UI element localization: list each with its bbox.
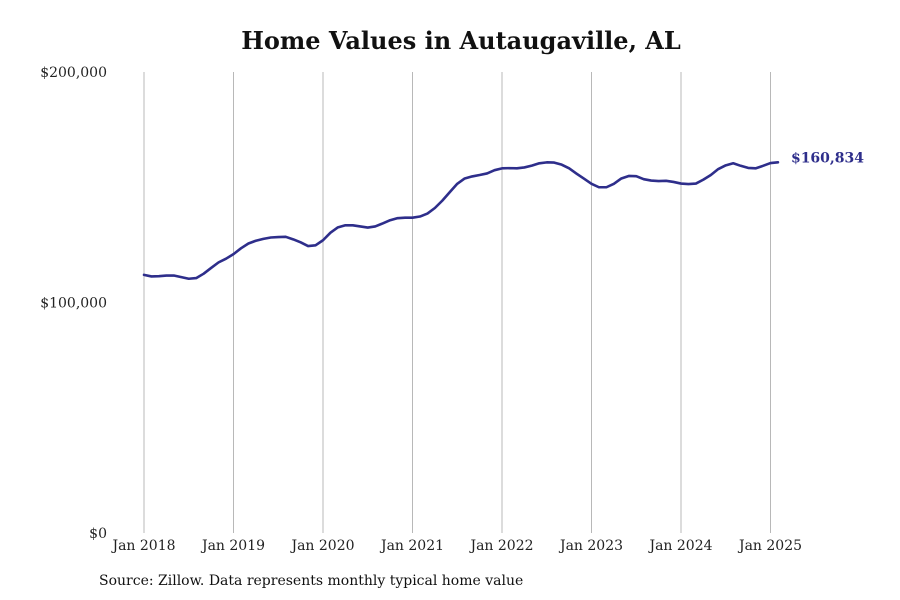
x-tick-label: Jan 2019 <box>200 538 265 554</box>
gridlines <box>143 72 771 533</box>
x-axis-tick-labels: Jan 2018 Jan 2019 Jan 2020 Jan 2021 Jan 2022… <box>110 538 802 554</box>
x-tick-label: Jan 2025 <box>737 538 802 554</box>
x-tick-label: Jan 2024 <box>647 538 712 554</box>
x-tick-label: Jan 2021 <box>379 538 444 554</box>
y-tick-label: $0 <box>89 526 107 542</box>
y-axis-tick-labels: $0 $100,000 $200,000 <box>40 65 107 542</box>
x-tick-label: Jan 2020 <box>289 538 354 554</box>
x-tick-label: Jan 2018 <box>110 538 175 554</box>
x-tick-label: Jan 2023 <box>558 538 623 554</box>
x-tick-label: Jan 2022 <box>468 538 533 554</box>
source-note: Source: Zillow. Data represents monthly … <box>99 573 524 589</box>
last-value-label: $160,834 <box>791 150 864 166</box>
chart-title: Home Values in Autaugaville, AL <box>241 26 681 55</box>
home-value-line <box>142 160 780 281</box>
y-tick-label: $200,000 <box>40 65 107 81</box>
y-tick-label: $100,000 <box>40 296 107 312</box>
